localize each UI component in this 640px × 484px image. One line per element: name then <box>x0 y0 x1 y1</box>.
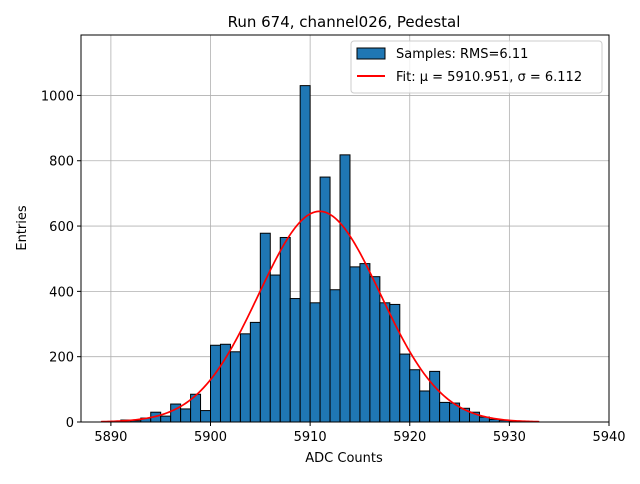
histogram-bar <box>259 232 271 423</box>
x-tick-label: 5920 <box>393 430 426 445</box>
histogram-bar <box>180 408 192 423</box>
histogram-bars <box>120 85 520 423</box>
histogram-bar <box>339 154 351 423</box>
histogram-bar <box>349 266 361 423</box>
histogram-bar <box>399 353 411 423</box>
y-tick-label: 400 <box>49 285 74 300</box>
histogram-bar <box>359 263 371 423</box>
y-tick-label: 600 <box>49 220 74 235</box>
histogram-bar <box>239 333 251 423</box>
histogram-bar <box>429 370 441 423</box>
x-axis-ticks: 5890 5900 5910 5920 5930 5940 <box>94 422 626 445</box>
legend: Samples: RMS=6.11 Fit: μ = 5910.951, σ =… <box>350 40 603 94</box>
y-axis-label: Entries <box>15 205 30 251</box>
plot-frame <box>80 34 610 423</box>
y-axis-ticks: 0 200 400 600 800 1000 <box>41 89 81 431</box>
histogram-bar <box>200 410 212 423</box>
histogram-bar <box>379 302 391 423</box>
legend-histogram-swatch <box>356 47 386 60</box>
x-tick-label: 5940 <box>592 430 625 445</box>
chart-title: Run 674, channel026, Pedestal <box>228 13 461 31</box>
x-tick-label: 5890 <box>94 430 127 445</box>
histogram-bar <box>269 274 281 423</box>
y-tick-label: 800 <box>49 155 74 170</box>
histogram-bar <box>419 390 431 423</box>
x-tick-label: 5900 <box>194 430 227 445</box>
y-tick-label: 200 <box>49 351 74 366</box>
legend-fit-label: Fit: μ = 5910.951, σ = 6.112 <box>396 70 582 85</box>
histogram-bar <box>279 236 291 423</box>
histogram-bar <box>160 415 172 423</box>
y-tick-label: 0 <box>66 416 74 431</box>
histogram-bar <box>329 289 341 423</box>
fit-curve <box>100 210 540 423</box>
histogram-bar <box>219 343 231 423</box>
histogram-bar <box>369 276 381 423</box>
histogram-bar <box>229 351 241 423</box>
legend-histogram-label: Samples: RMS=6.11 <box>396 47 528 62</box>
histogram-bar <box>309 302 321 423</box>
x-axis-label: ADC Counts <box>305 451 383 466</box>
histogram-bar <box>439 401 451 423</box>
histogram-bar <box>210 344 221 423</box>
x-tick-label: 5910 <box>294 430 327 445</box>
x-tick-label: 5930 <box>493 430 526 445</box>
fit-curve-layer <box>100 210 540 423</box>
histogram-bar <box>249 321 261 423</box>
legend-box <box>350 40 603 94</box>
histogram-bar <box>289 298 301 423</box>
y-tick-label: 1000 <box>41 89 74 104</box>
histogram-bar <box>409 369 421 423</box>
histogram-bar <box>299 85 311 423</box>
